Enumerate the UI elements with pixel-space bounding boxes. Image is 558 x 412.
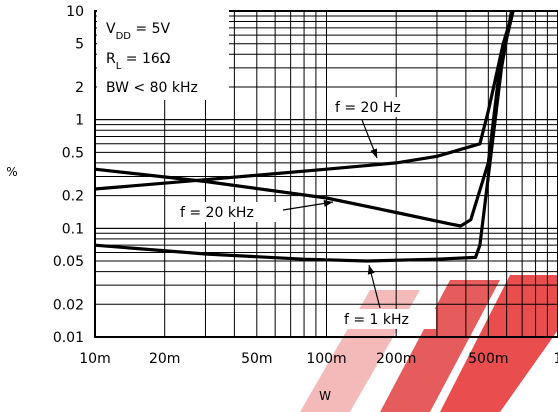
y-tick-labels: 0.01 0.02 0.05 0.1 0.2 0.5 1 2 5 10 <box>53 4 84 346</box>
condition-bw: BW < 80 kHz <box>106 80 198 96</box>
series-lines <box>94 10 515 263</box>
watermark <box>300 275 558 412</box>
condition-vdd: VDD = 5V <box>106 21 171 42</box>
y-tick-label: 0.02 <box>53 297 84 313</box>
y-tick-label: 0.1 <box>62 221 84 237</box>
x-tick-label: 50m <box>241 351 272 367</box>
y-tick-label: 10 <box>66 4 84 20</box>
series-line-0 <box>94 10 515 191</box>
x-tick-label: 1 <box>554 351 558 367</box>
x-axis-label: W <box>319 389 331 403</box>
y-tick-label: 0.01 <box>53 330 84 346</box>
series-annotations: f = 20 Hz f = 20 kHz f = 1 kHz <box>176 97 436 329</box>
y-tick-label: 1 <box>75 113 84 129</box>
arrow-1khz <box>367 264 381 309</box>
x-tick-label: 200m <box>376 351 416 367</box>
watermark-shape <box>300 275 558 412</box>
x-tick-label: 100m <box>306 351 346 367</box>
y-axis-label: % <box>6 165 17 179</box>
series-label-1khz: f = 1 kHz <box>344 312 409 328</box>
y-tick-label: 0.2 <box>62 189 84 205</box>
arrow-20khz <box>282 199 334 211</box>
condition-rl: RL = 16Ω <box>106 51 171 72</box>
conditions-box-mask <box>97 8 229 100</box>
y-tick-label: 0.5 <box>62 145 84 161</box>
series-line-1 <box>94 10 515 228</box>
plot-frame <box>94 10 558 338</box>
x-tick-label: 10m <box>79 351 110 367</box>
y-tick-label: 2 <box>75 80 84 96</box>
x-tick-label: 20m <box>149 351 180 367</box>
y-tick-label: 0.05 <box>53 254 84 270</box>
x-tick-label: 500m <box>468 351 508 367</box>
arrow-20hz <box>361 119 378 159</box>
series-line-2 <box>94 10 514 263</box>
y-tick-label: 5 <box>75 37 84 53</box>
x-tick-labels: 10m 20m 50m 100m 200m 500m 1 <box>79 351 558 367</box>
series-label-20hz: f = 20 Hz <box>335 100 401 116</box>
series-label-20khz: f = 20 kHz <box>180 205 254 221</box>
